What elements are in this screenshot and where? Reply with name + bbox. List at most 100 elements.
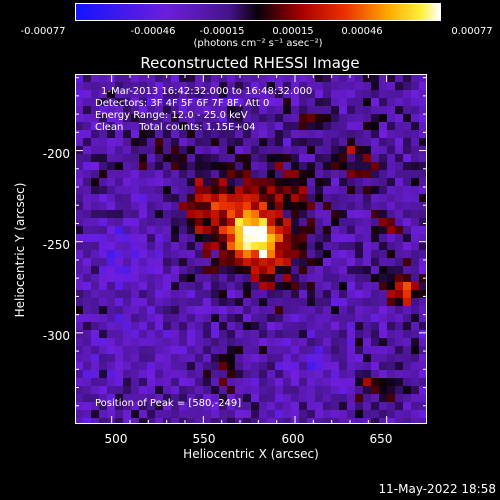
heatmap-cell: [195, 194, 204, 203]
heatmap-cell: [227, 202, 236, 211]
heatmap-cell: [227, 418, 236, 424]
heatmap-cell: [131, 418, 140, 424]
heatmap-cell: [307, 114, 316, 123]
heatmap-cell: [195, 346, 204, 355]
heatmap-cell: [203, 194, 212, 203]
heatmap-cell: [227, 146, 236, 155]
heatmap-cell: [307, 210, 316, 219]
heatmap-cell: [307, 370, 316, 379]
heatmap-cell: [171, 186, 180, 195]
heatmap-cell: [99, 138, 108, 147]
heatmap-cell: [275, 250, 284, 259]
heatmap-cell: [83, 138, 92, 147]
heatmap-cell: [91, 130, 100, 139]
heatmap-cell: [155, 162, 164, 171]
heatmap-cell: [91, 122, 100, 131]
heatmap-cell: [147, 130, 156, 139]
heatmap-cell: [115, 266, 124, 275]
heatmap-cell: [139, 178, 148, 187]
heatmap-cell: [315, 402, 324, 411]
heatmap-cell: [147, 90, 156, 99]
heatmap-cell: [307, 378, 316, 387]
heatmap-cell: [395, 258, 404, 267]
heatmap-cell: [75, 354, 84, 363]
heatmap-cell: [379, 258, 388, 267]
heatmap-cell: [139, 146, 148, 155]
heatmap-cell: [219, 370, 228, 379]
heatmap-cell: [147, 370, 156, 379]
heatmap-cell: [363, 178, 372, 187]
heatmap-cell: [227, 154, 236, 163]
heatmap-cell: [131, 282, 140, 291]
heatmap-cell: [147, 170, 156, 179]
heatmap-cell: [91, 218, 100, 227]
heatmap-cell: [171, 202, 180, 211]
heatmap-cell: [163, 186, 172, 195]
heatmap-cell: [403, 146, 412, 155]
heatmap-cell: [331, 226, 340, 235]
heatmap-cell: [275, 106, 284, 115]
heatmap-cell: [283, 146, 292, 155]
heatmap-cell: [131, 130, 140, 139]
heatmap-cell: [107, 146, 116, 155]
heatmap-cell: [99, 218, 108, 227]
heatmap-cell: [227, 370, 236, 379]
heatmap-cell: [283, 386, 292, 395]
heatmap-cell: [275, 402, 284, 411]
heatmap-cell: [203, 274, 212, 283]
heatmap-cell: [123, 370, 132, 379]
heatmap-cell: [395, 90, 404, 99]
heatmap-cell: [347, 226, 356, 235]
heatmap-cell: [75, 402, 84, 411]
heatmap-cell: [347, 402, 356, 411]
heatmap-cell: [347, 338, 356, 347]
heatmap-cell: [75, 274, 84, 283]
heatmap-cell: [283, 178, 292, 187]
heatmap-cell: [107, 154, 116, 163]
heatmap-cell: [275, 114, 284, 123]
heatmap-cell: [243, 402, 252, 411]
heatmap-cell: [371, 290, 380, 299]
heatmap-cell: [315, 186, 324, 195]
heatmap-cell: [187, 170, 196, 179]
heatmap-cell: [123, 258, 132, 267]
heatmap-cell: [347, 290, 356, 299]
heatmap-cell: [331, 354, 340, 363]
heatmap-cell: [131, 250, 140, 259]
heatmap-cell: [155, 306, 164, 315]
heatmap-cell: [163, 154, 172, 163]
heatmap-cell: [307, 298, 316, 307]
heatmap-cell: [387, 122, 396, 131]
heatmap-cell: [275, 378, 284, 387]
heatmap-cell: [403, 274, 412, 283]
heatmap-cell: [267, 266, 276, 275]
heatmap-cell: [131, 82, 140, 91]
heatmap-cell: [179, 114, 188, 123]
heatmap-cell: [179, 170, 188, 179]
heatmap-cell: [251, 202, 260, 211]
heatmap-cell: [155, 178, 164, 187]
heatmap-cell: [187, 194, 196, 203]
heatmap-cell: [363, 170, 372, 179]
heatmap-cell: [91, 250, 100, 259]
heatmap-cell: [131, 226, 140, 235]
heatmap-cell: [195, 354, 204, 363]
heatmap-cell: [387, 242, 396, 251]
heatmap-cell: [203, 282, 212, 291]
heatmap-cell: [83, 258, 92, 267]
heatmap-cell: [355, 386, 364, 395]
heatmap-cell: [299, 378, 308, 387]
heatmap-cell: [291, 82, 300, 91]
heatmap-cell: [187, 418, 196, 424]
heatmap-cell: [155, 218, 164, 227]
heatmap-cell: [131, 170, 140, 179]
heatmap-cell: [323, 154, 332, 163]
heatmap-cell: [155, 354, 164, 363]
heatmap-cell: [83, 74, 92, 83]
heatmap-cell: [291, 306, 300, 315]
heatmap-cell: [195, 218, 204, 227]
heatmap-cell: [75, 154, 84, 163]
heatmap-cell: [131, 410, 140, 419]
heatmap-cell: [227, 234, 236, 243]
heatmap-cell: [107, 250, 116, 259]
